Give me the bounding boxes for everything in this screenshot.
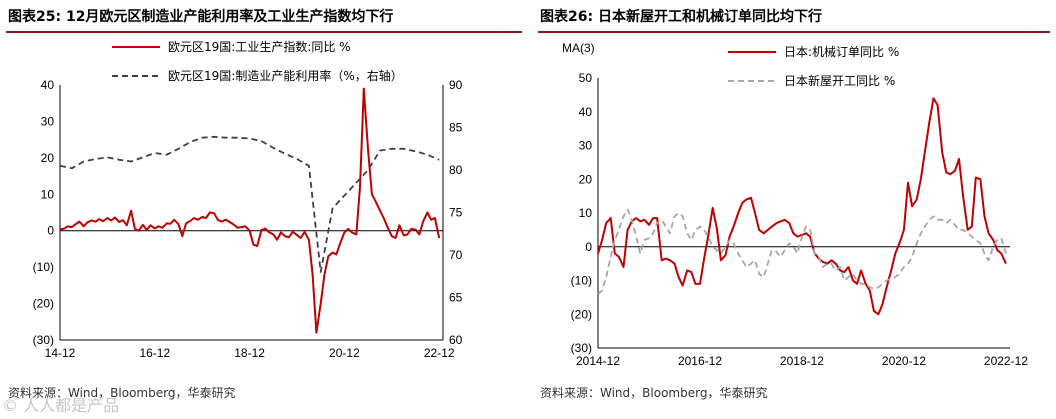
chart-source: 资料来源：Wind，Bloomberg，华泰研究 [8, 386, 236, 400]
y-right-tick-label: 90 [449, 78, 463, 92]
x-tick-label: 2014-12 [576, 354, 620, 368]
series-line-2 [597, 208, 1007, 295]
x-tick-label: 20-12 [329, 346, 360, 360]
y-right-tick-label: 70 [449, 248, 463, 262]
chart-title: 图表26: 日本新屋开工和机械订单同比均下行 [540, 9, 822, 25]
chart-panel-25: 图表25: 12月欧元区制造业产能利用率及工业生产指数均下行 40 30 20 10 0… [6, 9, 522, 400]
y-right-tick-label: 80 [449, 163, 463, 177]
y-tick-label: (30) [571, 341, 592, 355]
legend-label: 欧元区19国:制造业产能利用率（%，右轴） [168, 68, 403, 83]
y-tick-label: 30 [579, 139, 593, 153]
chart-26-svg: 50 40 30 20 10 0 (10) (20) (30)2014-12 2016-12 201… [562, 41, 1028, 368]
y-tick-label: 20 [41, 151, 55, 165]
x-tick-label: 2022-12 [984, 354, 1028, 368]
y-tick-label: 10 [41, 187, 55, 201]
watermark-logo: © 人人都是产品 [2, 396, 120, 415]
y-right-tick-label: 65 [449, 291, 463, 305]
x-tick-label: 2018-12 [780, 354, 824, 368]
y-tick-label: 10 [579, 206, 593, 220]
y-tick-label: (10) [571, 274, 592, 288]
y-right-tick-label: 60 [449, 333, 463, 347]
legend-label: 日本:机械订单同比 % [784, 44, 899, 59]
y-right-tick-label: 85 [449, 121, 463, 135]
x-tick-label: 14-12 [45, 346, 76, 360]
series-line-1 [59, 87, 441, 334]
y-axis-title: MA(3) [562, 41, 595, 55]
title-divider [6, 31, 522, 33]
y-tick-label: 40 [579, 105, 593, 119]
chart-source: 资料来源：Wind，Bloomberg，华泰研究 [540, 386, 768, 400]
series-line-1 [597, 97, 1007, 316]
x-tick-label: 16-12 [139, 346, 170, 360]
y-tick-label: 30 [41, 114, 55, 128]
series-line-2 [59, 135, 440, 273]
y-right-tick-label: 75 [449, 206, 463, 220]
y-tick-label: (10) [33, 260, 54, 274]
y-tick-label: 50 [579, 71, 593, 85]
title-divider [538, 31, 1050, 33]
y-tick-label: (20) [33, 297, 54, 311]
x-tick-label: 2020-12 [882, 354, 926, 368]
y-tick-label: 40 [41, 78, 55, 92]
chart-25-svg: 40 30 20 10 0 (10) (20) (30) 90 85 80 75 70 65 60 14-12… [33, 39, 463, 360]
chart-title: 图表25: 12月欧元区制造业产能利用率及工业生产指数均下行 [8, 9, 394, 25]
legend-label: 日本新屋开工同比 % [784, 73, 895, 88]
y-tick-label: (30) [33, 333, 54, 347]
chart-panel-26: 图表26: 日本新屋开工和机械订单同比均下行 50 40 30 20 10 0 (10) (2… [532, 0, 1056, 419]
x-tick-label: 22-12 [424, 346, 455, 360]
y-tick-label: 0 [47, 224, 54, 238]
y-tick-label: (20) [571, 307, 592, 321]
y-tick-label: 0 [585, 240, 592, 254]
x-tick-label: 18-12 [234, 346, 265, 360]
y-tick-label: 20 [579, 172, 593, 186]
legend-label: 欧元区19国:工业生产指数:同比 % [168, 39, 351, 54]
x-tick-label: 2016-12 [678, 354, 722, 368]
